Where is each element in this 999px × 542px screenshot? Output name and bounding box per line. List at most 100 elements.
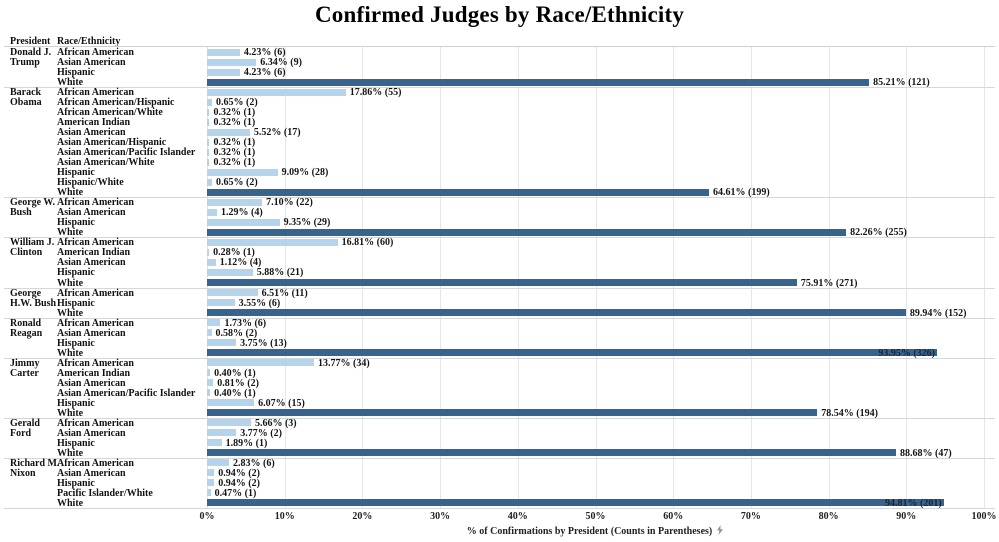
bar-value-label: 88.68% (47)	[900, 447, 952, 459]
bar[interactable]	[207, 128, 250, 136]
race-label: Asian American/Hispanic	[57, 137, 167, 149]
bar-value-label: 4.23% (6)	[243, 47, 286, 58]
bar[interactable]	[207, 98, 213, 106]
bar[interactable]	[207, 329, 212, 337]
bar-value-label: 5.66% (3)	[254, 417, 297, 429]
bar[interactable]	[207, 499, 944, 507]
bar[interactable]	[207, 439, 222, 447]
section-separator	[4, 86, 995, 88]
bar[interactable]	[207, 78, 870, 86]
bar[interactable]	[207, 118, 210, 126]
bar[interactable]	[207, 419, 251, 427]
bar-value-label: 1.89% (1)	[225, 437, 268, 449]
bar[interactable]	[207, 309, 906, 317]
axis-tick-label: 70%	[740, 511, 761, 522]
bar[interactable]	[207, 409, 818, 417]
x-axis-caption: % of Confirmations by President (Counts …	[207, 525, 984, 537]
bar[interactable]	[207, 289, 258, 297]
axis-tick-label: 40%	[507, 511, 528, 522]
bar[interactable]	[207, 429, 237, 437]
race-label: Asian American	[57, 377, 126, 389]
race-label: Hispanic	[57, 437, 95, 449]
race-label: African American	[57, 87, 134, 99]
axis-baseline	[4, 508, 995, 509]
bar[interactable]	[207, 369, 211, 377]
bar[interactable]	[207, 88, 346, 96]
race-label: African American	[57, 417, 134, 429]
bar[interactable]	[207, 479, 215, 487]
bar-value-label: 17.86% (55)	[349, 87, 402, 99]
bar[interactable]	[207, 279, 797, 286]
axis-tick-label: 30%	[430, 511, 451, 522]
bar-value-label: 3.75% (13)	[240, 337, 287, 349]
bar[interactable]	[207, 138, 210, 146]
bar[interactable]	[207, 379, 214, 387]
bar[interactable]	[207, 459, 229, 467]
bar[interactable]	[207, 48, 240, 56]
axis-tick-label: 10%	[274, 511, 295, 522]
axis-tick-label: 60%	[663, 511, 684, 522]
race-label: White	[57, 447, 84, 459]
bar[interactable]	[207, 268, 253, 276]
bar[interactable]	[207, 248, 210, 256]
race-label: African American	[57, 47, 134, 58]
race-label: White	[57, 187, 84, 199]
bar[interactable]	[207, 389, 211, 397]
bar-value-label: 9.35% (29)	[283, 217, 331, 229]
column-header-president[interactable]: President	[10, 36, 51, 47]
bar[interactable]	[207, 349, 937, 357]
bar[interactable]	[207, 449, 897, 457]
bar-value-label: 0.58% (2)	[215, 327, 258, 339]
gridline	[673, 47, 675, 508]
bar-value-label: 6.51% (11)	[261, 287, 308, 299]
bar[interactable]	[207, 319, 221, 327]
race-label: Asian American	[57, 57, 126, 69]
bar[interactable]	[207, 299, 235, 307]
race-label: Hispanic	[57, 167, 95, 179]
column-header-race[interactable]: Race/Ethnicity	[57, 36, 121, 47]
bar-value-label: 94.81% (201)	[885, 497, 942, 509]
bar[interactable]	[207, 208, 218, 216]
race-label: Asian American	[57, 257, 126, 269]
bar-value-label: 0.94% (2)	[218, 467, 260, 479]
race-label: American Indian	[57, 247, 131, 259]
bar[interactable]	[207, 58, 257, 66]
bar[interactable]	[207, 178, 213, 186]
bar-value-label: 89.94% (152)	[909, 307, 967, 319]
race-label: White	[57, 497, 84, 509]
bar[interactable]	[207, 399, 255, 407]
race-label: Pacific Islander/White	[57, 487, 153, 499]
bar-value-label: 0.94% (2)	[218, 477, 260, 489]
bar[interactable]	[207, 148, 210, 156]
bar[interactable]	[207, 489, 211, 497]
bar[interactable]	[207, 228, 847, 236]
bar[interactable]	[207, 108, 210, 116]
race-label: Hispanic/White	[57, 177, 124, 189]
bar[interactable]	[207, 158, 210, 166]
bar[interactable]	[207, 359, 314, 367]
lightning-icon[interactable]	[716, 525, 724, 535]
race-label: Asian American	[57, 467, 126, 479]
bar[interactable]	[207, 168, 278, 176]
race-label: Asian American	[57, 327, 126, 339]
bar[interactable]	[207, 218, 280, 226]
bar-value-label: 0.81% (2)	[217, 377, 259, 389]
president-label: George W. Bush	[10, 197, 55, 219]
bar[interactable]	[207, 258, 216, 266]
bar[interactable]	[207, 68, 240, 76]
axis-tick-label: 20%	[352, 511, 373, 522]
bar[interactable]	[207, 188, 710, 196]
bar[interactable]	[207, 198, 263, 206]
gridline	[750, 47, 752, 508]
bar-value-label: 3.77% (2)	[240, 427, 282, 439]
bar[interactable]	[207, 238, 338, 246]
bar[interactable]	[207, 469, 215, 477]
bar-value-label: 9.09% (28)	[281, 167, 329, 179]
bar-value-label: 6.34% (9)	[260, 57, 302, 69]
bar[interactable]	[207, 339, 237, 347]
gridline	[595, 47, 597, 508]
bar-value-label: 13.77% (34)	[317, 357, 370, 369]
bar-value-label: 0.32% (1)	[213, 157, 256, 169]
gridline	[517, 47, 519, 508]
